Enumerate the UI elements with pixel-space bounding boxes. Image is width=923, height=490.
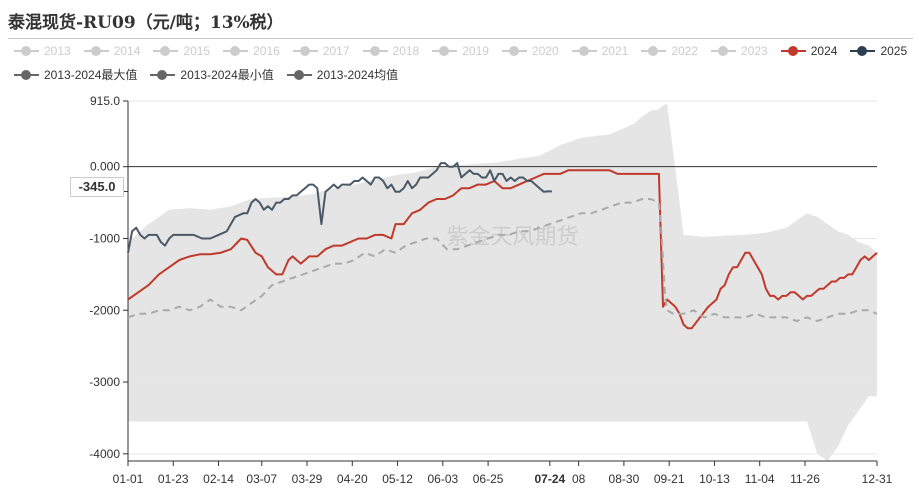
legend-marker-icon — [641, 46, 667, 56]
legend-label: 2022 — [671, 44, 699, 58]
current-value-label: -345.0 — [70, 177, 124, 197]
legend-item-year-6[interactable]: 2019 — [432, 44, 489, 58]
x-tick-label-0: 01-01 — [113, 472, 144, 486]
legend-item-stat-2[interactable]: 2013-2024均值 — [286, 66, 399, 83]
x-tick-label-7: 06-03 — [427, 472, 458, 486]
series-line-2025 — [127, 162, 552, 253]
legend-label: 2024 — [810, 44, 838, 58]
legend-item-year-0[interactable]: 2013 — [14, 44, 71, 58]
series-line-2024 — [127, 169, 878, 330]
x-tick-label-10: 08 — [572, 472, 586, 486]
legend-marker-icon — [14, 69, 39, 80]
chart-title: 泰混现货-RU09（元/吨；13%税） — [8, 13, 284, 33]
x-tick-label-11: 08-30 — [609, 472, 640, 486]
legend-row-years: 2013 2014 2015 2016 2017 2018 2019 2020 2021 2022… — [14, 44, 920, 58]
y-tick-label-5: -4000 — [89, 447, 120, 461]
x-tick-label-2: 02-14 — [203, 472, 234, 486]
legend-label: 2017 — [322, 44, 350, 58]
legend-item-year-2[interactable]: 2015 — [153, 44, 210, 58]
legend-label: 2016 — [253, 44, 280, 58]
legend-marker-icon — [571, 46, 597, 56]
legend-marker-icon — [850, 46, 876, 56]
legend-marker-icon — [150, 69, 176, 80]
legend-marker-icon — [362, 46, 388, 56]
legend-row-stats: 2013-2024最大值 2013-2024最小值 2013-2024均值 — [14, 66, 411, 83]
x-tick-label-9: 07-24 — [534, 472, 565, 486]
max-min-band — [128, 103, 877, 461]
legend-item-year-9[interactable]: 2022 — [641, 44, 698, 58]
legend-label: 2013-2024最小值 — [180, 68, 274, 82]
x-tick-label-1: 01-23 — [158, 472, 189, 486]
legend-marker-icon — [711, 46, 737, 56]
legend-label: 2020 — [531, 44, 559, 58]
x-tick-label-15: 11-26 — [790, 472, 820, 486]
legend-label: 2013-2024最大值 — [44, 68, 138, 82]
legend-marker-icon — [14, 46, 39, 56]
x-tick-label-13: 10-13 — [699, 472, 730, 486]
legend-marker-icon — [153, 46, 179, 56]
legend-label: 2013 — [44, 44, 71, 58]
legend-item-stat-0[interactable]: 2013-2024最大值 — [14, 66, 137, 83]
legend-marker-icon — [292, 46, 318, 56]
series-line-2013-2024均值 — [127, 198, 878, 322]
legend-item-year-8[interactable]: 2021 — [571, 44, 629, 58]
legend-label: 2015 — [183, 44, 211, 58]
legend-item-year-7[interactable]: 2020 — [501, 44, 559, 58]
x-tick-label-14: 11-04 — [745, 472, 775, 486]
legend-label: 2021 — [601, 44, 629, 58]
legend-label: 2019 — [462, 44, 489, 58]
legend-marker-icon — [83, 46, 109, 56]
legend-marker-icon — [780, 46, 806, 56]
x-tick-label-4: 03-29 — [292, 472, 323, 486]
x-tick-label-6: 05-12 — [382, 472, 413, 486]
y-tick-label-4: -3000 — [89, 375, 120, 389]
x-tick-label-5: 04-20 — [337, 472, 368, 486]
legend-label: 2018 — [392, 44, 420, 58]
y-tick-label-3: -2000 — [89, 303, 120, 317]
x-tick-label-8: 06-25 — [473, 472, 504, 486]
legend-marker-icon — [286, 69, 312, 80]
legend-marker-icon — [223, 46, 249, 56]
legend-label: 2014 — [113, 44, 141, 58]
x-tick-label-12: 09-21 — [654, 472, 685, 486]
legend-item-year-4[interactable]: 2017 — [292, 44, 350, 58]
legend-item-year-10[interactable]: 2023 — [711, 44, 768, 58]
y-tick-label-0: 915.0 — [90, 94, 120, 108]
legend-item-year-3[interactable]: 2016 — [223, 44, 280, 58]
legend-marker-icon — [501, 46, 527, 56]
legend-item-year-1[interactable]: 2014 — [83, 44, 141, 58]
y-tick-label-2: -1000 — [89, 231, 120, 245]
legend-label: 2023 — [741, 44, 768, 58]
legend-item-year-11[interactable]: 2024 — [780, 44, 838, 58]
legend-item-year-5[interactable]: 2018 — [362, 44, 420, 58]
title-divider — [8, 38, 913, 39]
y-tick-label-1: 0.000 — [90, 160, 120, 174]
x-tick-label-3: 03-07 — [246, 472, 277, 486]
legend-item-year-12[interactable]: 2025 — [850, 44, 907, 58]
x-tick-label-16: 12-31 — [862, 472, 893, 486]
legend-label: 2013-2024均值 — [316, 68, 399, 82]
legend-label: 2025 — [880, 44, 908, 58]
legend-item-stat-1[interactable]: 2013-2024最小值 — [150, 66, 274, 83]
legend-marker-icon — [432, 46, 458, 56]
